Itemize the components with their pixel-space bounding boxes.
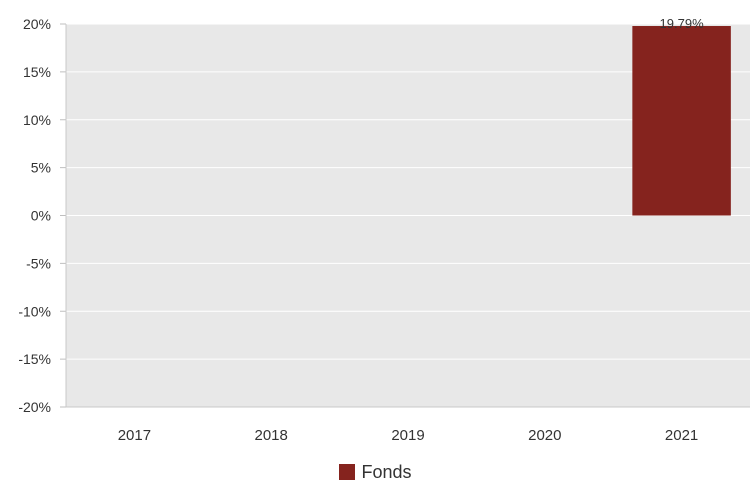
legend-swatch bbox=[339, 464, 356, 480]
y-tick-label: 5% bbox=[31, 160, 51, 176]
legend: Fonds bbox=[0, 461, 751, 483]
chart-svg: 20% 15% 10% 5% 0% -5% -10% -15% -20% 2017 2018 2019… bbox=[18, 16, 750, 444]
data-label: 19.79% bbox=[660, 16, 705, 31]
legend-label: Fonds bbox=[361, 461, 412, 482]
y-tick-label: -5% bbox=[26, 255, 51, 271]
y-tick-label: -15% bbox=[18, 351, 51, 367]
x-tick-label: 2020 bbox=[528, 427, 561, 444]
y-tick-label: 15% bbox=[23, 64, 51, 80]
y-tick-label: -20% bbox=[18, 399, 51, 415]
x-tick-label: 2021 bbox=[665, 427, 698, 444]
x-tick-label: 2018 bbox=[255, 427, 288, 444]
y-tick-label: -10% bbox=[18, 303, 51, 319]
y-tick-label: 10% bbox=[23, 112, 51, 128]
x-tick-label: 2017 bbox=[118, 427, 151, 444]
y-tick-label: 0% bbox=[31, 208, 51, 224]
y-tick-label: 20% bbox=[23, 16, 51, 32]
bar bbox=[632, 26, 731, 216]
x-tick-label: 2019 bbox=[391, 427, 424, 444]
